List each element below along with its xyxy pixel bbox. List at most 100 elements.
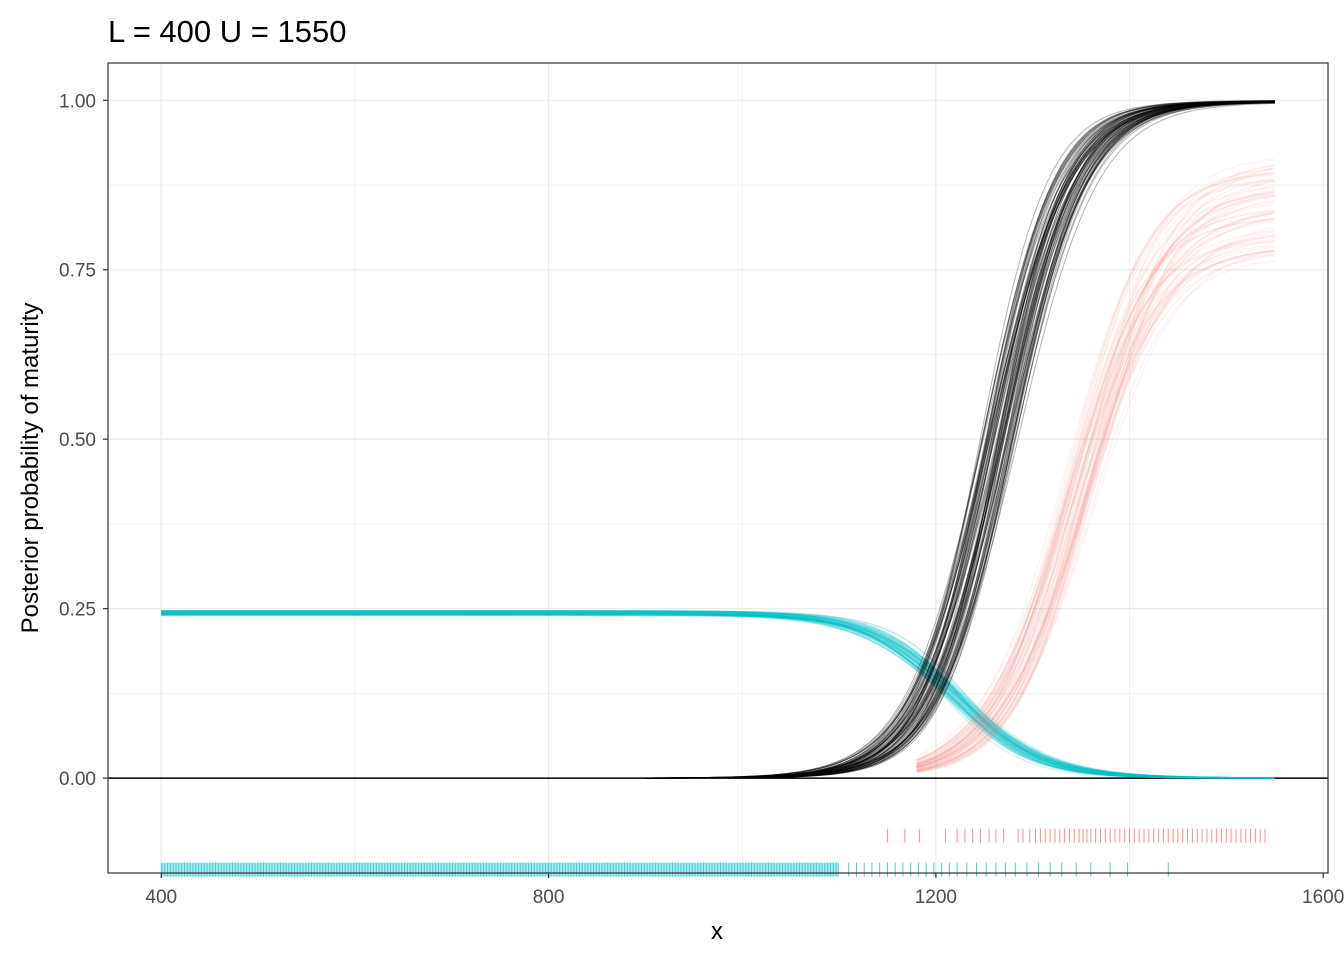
series-draw-line: [645, 100, 1275, 779]
series-draw-line: [161, 612, 1275, 779]
series-draw-line: [916, 199, 1275, 769]
series-draw-line: [645, 102, 1275, 779]
series-draw-line: [916, 250, 1275, 773]
series-draw-line: [645, 101, 1275, 779]
series-draw-line: [645, 101, 1275, 779]
series-draw-line: [916, 179, 1275, 768]
series-draw-line: [161, 612, 1275, 779]
series-draw-line: [161, 612, 1275, 779]
series-draw-line: [916, 167, 1275, 761]
series-draw-line: [161, 613, 1275, 779]
series-draw-line: [645, 101, 1275, 779]
series-draw-line: [916, 187, 1275, 772]
series-draw-line: [645, 100, 1275, 779]
series-draw-line: [645, 100, 1275, 779]
series-draw-line: [916, 209, 1275, 766]
series-draw-line: [916, 171, 1275, 766]
series-draw-line: [161, 610, 1275, 779]
series-draw-line: [645, 100, 1275, 779]
series-draw-line: [916, 218, 1275, 769]
series-draw-line: [645, 100, 1275, 779]
series-draw-line: [916, 194, 1275, 768]
series-draw-line: [916, 191, 1275, 774]
series-draw-line: [916, 172, 1275, 769]
series-draw-line: [916, 248, 1275, 768]
series-draw-line: [161, 612, 1275, 779]
series-draw-line: [645, 100, 1275, 779]
series-draw-line: [161, 613, 1275, 779]
series-draw-line: [645, 102, 1275, 779]
series-draw-line: [645, 101, 1275, 779]
series-draw-line: [645, 101, 1275, 779]
series-draw-line: [161, 613, 1275, 779]
series-draw-line: [161, 613, 1275, 779]
series-draw-line: [161, 612, 1275, 779]
series-draw-line: [161, 609, 1275, 779]
series-draw-line: [645, 101, 1275, 779]
series-draw-line: [916, 249, 1275, 771]
series-draw-line: [645, 101, 1275, 779]
series-draw-line: [916, 180, 1275, 769]
series-draw-line: [161, 611, 1275, 779]
series-draw-line: [645, 102, 1275, 779]
series-draw-line: [645, 100, 1275, 779]
series-draw-line: [645, 101, 1275, 779]
series-draw-line: [161, 610, 1275, 779]
series-draw-line: [916, 177, 1275, 770]
y-axis-title: Posterior probability of maturity: [17, 303, 44, 634]
series-draw-line: [161, 610, 1275, 779]
series-draw-line: [916, 165, 1275, 763]
series-draw-line: [916, 233, 1275, 763]
series-draw-line: [916, 179, 1275, 767]
chart-title: L = 400 U = 1550: [108, 14, 346, 49]
series-draw-line: [916, 192, 1275, 771]
series-draw-line: [645, 100, 1275, 779]
series-draw-line: [645, 101, 1275, 779]
series-draw-line: [916, 244, 1275, 774]
series-draw-line: [645, 101, 1275, 779]
series-draw-line: [645, 102, 1275, 779]
series-draw-line: [645, 100, 1275, 779]
series-draw-line: [645, 100, 1275, 779]
series-draw-line: [645, 100, 1275, 779]
series-draw-line: [645, 100, 1275, 779]
series-draw-line: [916, 241, 1275, 771]
series-draw-line: [645, 101, 1275, 779]
series-draw-line: [645, 100, 1275, 779]
series-draw-line: [645, 101, 1275, 779]
series-draw-line: [916, 189, 1275, 766]
series-draw-line: [645, 101, 1275, 779]
series-draw-line: [645, 100, 1275, 779]
series-draw-line: [645, 101, 1275, 779]
series-draw-line: [161, 610, 1275, 779]
series-draw-line: [916, 240, 1275, 773]
series-draw-line: [161, 610, 1275, 779]
series-draw-line: [161, 611, 1275, 779]
series-draw-line: [916, 217, 1275, 772]
series-draw-line: [916, 253, 1275, 772]
series-draw-line: [161, 613, 1275, 779]
series-draw-line: [161, 613, 1275, 779]
series-draw-line: [161, 613, 1275, 779]
series-draw-line: [916, 235, 1275, 769]
series-draw-line: [916, 235, 1275, 774]
series-draw-line: [161, 610, 1275, 779]
series-draw-line: [645, 101, 1275, 779]
series-draw-line: [645, 101, 1275, 779]
series-draw-line: [161, 610, 1275, 779]
series-draw-line: [161, 611, 1275, 779]
series-draw-line: [161, 610, 1275, 779]
x-axis-title: x: [711, 918, 723, 945]
series-draw-line: [645, 100, 1275, 779]
series-draw-line: [916, 253, 1275, 768]
series-draw-line: [161, 612, 1275, 779]
series-draw-line: [916, 239, 1275, 771]
series-draw-line: [645, 100, 1275, 779]
series-draw-line: [645, 100, 1275, 779]
series-draw-line: [645, 100, 1275, 779]
series-draw-line: [916, 164, 1275, 772]
series-draw-line: [645, 101, 1275, 779]
series-draw-line: [916, 158, 1275, 773]
series-draw-line: [916, 195, 1275, 761]
series-draw-line: [645, 101, 1275, 779]
